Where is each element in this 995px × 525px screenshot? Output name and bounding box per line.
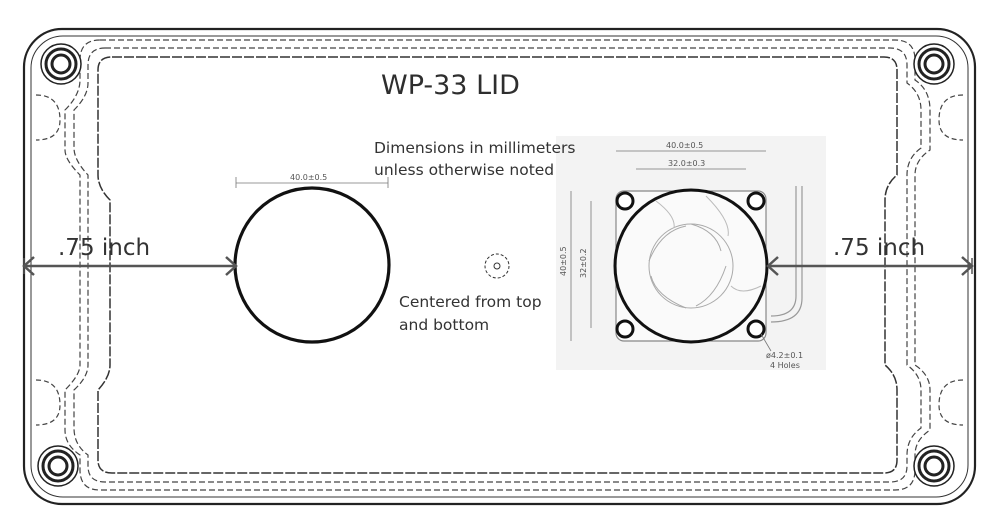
left-cutout-dimension (235, 177, 389, 188)
fan-hole-spacing-label: 32.0±0.3 (668, 159, 705, 168)
fan-mount-holes-label: ø4.2±0.1 (766, 351, 803, 360)
lid-inner-panel (97, 56, 898, 474)
left-offset-arrow (22, 256, 238, 276)
screw-hole-top-left (40, 43, 82, 85)
gasket-groove-outer (64, 39, 931, 491)
fan-reference-drawing: 40.0±0.5 32.0±0.3 40±0.5 32±0.2 ø4.2±0.1… (559, 141, 803, 370)
units-note-line1: Dimensions in millimeters (374, 139, 576, 157)
fan-outer-height-label: 40±0.5 (559, 246, 568, 276)
screw-hole-top-right (913, 43, 955, 85)
units-note-line2: unless otherwise noted (374, 161, 555, 179)
screw-hole-bottom-right (913, 445, 955, 487)
fan-mount-holes-count: 4 Holes (770, 361, 800, 370)
left-cutout-diameter-label: 40.0±0.5 (290, 173, 327, 182)
right-offset-arrow (766, 256, 974, 276)
centered-note-line1: Centered from top (399, 293, 542, 311)
fan-hole-spacing-v-label: 32±0.2 (579, 248, 588, 278)
left-upper-notch (35, 94, 61, 141)
right-offset-label: .75 inch (833, 235, 926, 261)
fan-reference-panel: 40.0±0.5 32.0±0.3 40±0.5 32±0.2 ø4.2±0.1… (556, 136, 826, 370)
left-lower-notch (35, 379, 61, 426)
center-mark (484, 253, 510, 279)
right-upper-notch (938, 94, 964, 141)
drawing-title: WP-33 LID (381, 70, 520, 101)
left-offset-label: .75 inch (58, 235, 151, 261)
right-lower-notch (938, 379, 964, 426)
fan-outer-width-label: 40.0±0.5 (666, 141, 703, 150)
screw-hole-bottom-left (37, 445, 79, 487)
centered-note-line2: and bottom (399, 316, 490, 334)
